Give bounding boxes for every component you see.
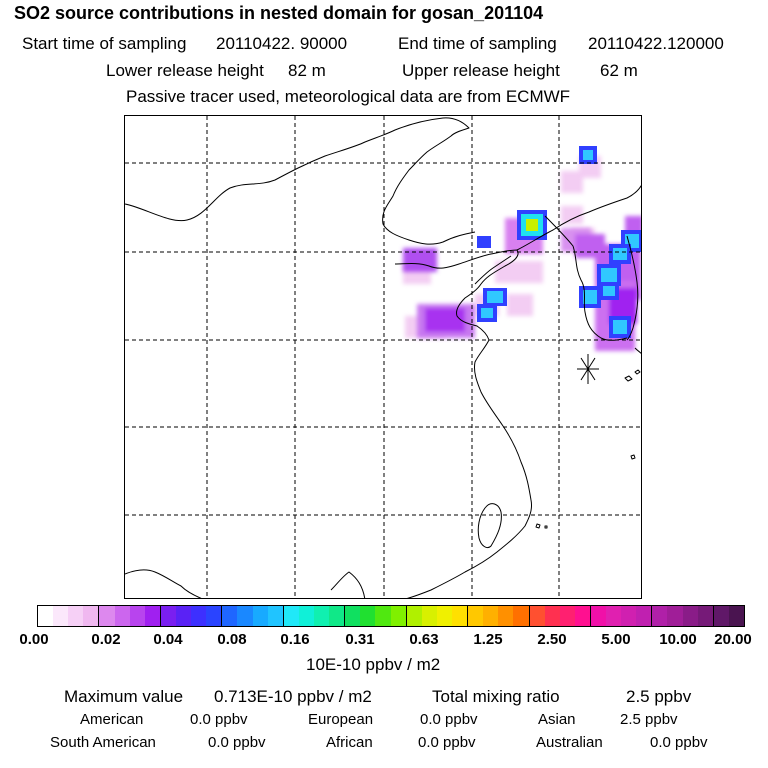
colorbar-swatch (483, 606, 499, 626)
colorbar-swatch (390, 606, 407, 626)
total-mixing-label: Total mixing ratio (432, 687, 560, 706)
colorbar-swatch (574, 606, 591, 626)
american-value: 0.0 ppbv (190, 711, 248, 728)
colorbar-swatch (697, 606, 714, 626)
colorbar-swatch (606, 606, 622, 626)
page-title: SO2 source contributions in nested domai… (14, 3, 544, 23)
colorbar-units: 10E-10 ppbv / m2 (306, 655, 441, 674)
colorbar-swatch (436, 606, 452, 626)
colorbar-swatch (636, 606, 653, 626)
colorbar-swatch (83, 606, 100, 626)
colorbar-swatch (559, 606, 575, 626)
american-label: American (80, 711, 144, 728)
asian-label: Asian (538, 711, 576, 728)
colorbar-swatch (252, 606, 268, 626)
european-label: European (308, 711, 374, 728)
colorbar-swatch (283, 606, 299, 626)
map-grid (125, 116, 641, 598)
colorbar-swatch (667, 606, 683, 626)
coastlines (125, 117, 641, 598)
australian-value: 0.0 ppbv (650, 734, 708, 751)
lower-release-value: 82 m (288, 61, 326, 80)
map-panel (124, 115, 642, 599)
colorbar-tick: 5.00 (601, 631, 631, 648)
colorbar-swatch (375, 606, 391, 626)
plume-core (477, 146, 641, 338)
colorbar-swatch (406, 606, 422, 626)
upper-release-label: Upper release height (402, 61, 560, 80)
upper-release-value: 62 m (600, 61, 638, 80)
colorbar-tick: 0.08 (217, 631, 247, 648)
african-value: 0.0 ppbv (418, 734, 476, 751)
colorbar-swatch (451, 606, 469, 626)
max-value-label: Maximum value (64, 687, 184, 706)
colorbar-swatch (175, 606, 192, 626)
colorbar-swatch (652, 606, 668, 626)
colorbar-tick: 2.50 (537, 631, 567, 648)
colorbar-swatch (237, 606, 253, 626)
colorbar-swatch (529, 606, 545, 626)
colorbar-swatch (222, 606, 238, 626)
colorbar-swatch (544, 606, 560, 626)
colorbar-swatch (191, 606, 207, 626)
colorbar-swatch (621, 606, 637, 626)
colorbar-swatch (99, 606, 115, 626)
colorbar-swatch (590, 606, 607, 626)
asian-value: 2.5 ppbv (620, 711, 678, 728)
colorbar-tick: 0.04 (153, 631, 183, 648)
colorbar-tick: 0.00 (19, 631, 49, 648)
colorbar-tick: 20.00 (714, 631, 752, 648)
start-sampling-label: Start time of sampling (22, 34, 187, 53)
colorbar (37, 605, 745, 627)
colorbar-swatch (468, 606, 484, 626)
colorbar-swatch (345, 606, 361, 626)
colorbar-tick: 0.02 (91, 631, 121, 648)
colorbar-swatch (53, 606, 69, 626)
asterisk-marker (577, 354, 599, 384)
max-value: 0.713E-10 ppbv / m2 (214, 687, 372, 706)
colorbar-tick: 0.31 (345, 631, 375, 648)
colorbar-swatch (513, 606, 530, 626)
end-sampling-label: End time of sampling (398, 34, 557, 53)
lower-release-label: Lower release height (106, 61, 264, 80)
african-label: African (326, 734, 373, 751)
colorbar-tick: 0.16 (280, 631, 310, 648)
colorbar-swatch (144, 606, 161, 626)
colorbar-swatch (38, 606, 54, 626)
colorbar-swatch (114, 606, 130, 626)
colorbar-swatch (68, 606, 84, 626)
australian-label: Australian (536, 734, 603, 751)
colorbar-swatch (298, 606, 314, 626)
colorbar-tick: 0.63 (409, 631, 439, 648)
map-canvas (125, 116, 641, 598)
european-value: 0.0 ppbv (420, 711, 478, 728)
colorbar-swatch (313, 606, 330, 626)
colorbar-swatch (682, 606, 698, 626)
colorbar-swatch (329, 606, 346, 626)
colorbar-swatch (267, 606, 284, 626)
colorbar-swatch (713, 606, 729, 626)
start-sampling-value: 20110422. 90000 (216, 34, 348, 53)
south-american-label: South American (50, 734, 156, 751)
total-mixing-value: 2.5 ppbv (626, 687, 692, 706)
colorbar-swatch (360, 606, 376, 626)
tracer-note: Passive tracer used, meteorological data… (126, 87, 571, 106)
colorbar-swatch (129, 606, 145, 626)
colorbar-swatch (160, 606, 176, 626)
colorbar-swatch (498, 606, 514, 626)
colorbar-swatch (728, 606, 745, 626)
colorbar-swatch (421, 606, 437, 626)
south-american-value: 0.0 ppbv (208, 734, 266, 751)
colorbar-tick: 10.00 (659, 631, 697, 648)
end-sampling-value: 20110422.120000 (588, 34, 724, 53)
colorbar-tick: 1.25 (473, 631, 503, 648)
colorbar-swatch (206, 606, 223, 626)
